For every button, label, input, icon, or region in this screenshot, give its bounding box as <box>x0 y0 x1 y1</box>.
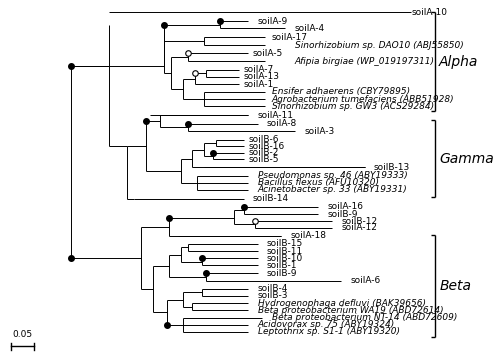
Text: soilB-15: soilB-15 <box>267 239 303 248</box>
Text: Beta proteobacterium WA19 (ABD72614): Beta proteobacterium WA19 (ABD72614) <box>258 306 443 315</box>
Text: soilA-8: soilA-8 <box>267 119 297 128</box>
Text: Bacillus flexus (AFU10320): Bacillus flexus (AFU10320) <box>258 178 378 187</box>
Text: soilA-7: soilA-7 <box>244 65 274 74</box>
Text: Agrobacterium tumefaciens (ABB51928): Agrobacterium tumefaciens (ABB51928) <box>272 94 454 104</box>
Text: Beta: Beta <box>439 279 471 293</box>
Text: soilA-1: soilA-1 <box>244 80 274 89</box>
Text: Sinorhizobium sp. DAO10 (ABJ55850): Sinorhizobium sp. DAO10 (ABJ55850) <box>295 41 464 50</box>
Text: soilA-18: soilA-18 <box>290 231 326 240</box>
Text: soilB-9: soilB-9 <box>328 210 358 219</box>
Text: Afipia birgiae (WP_019197311): Afipia birgiae (WP_019197311) <box>295 57 435 66</box>
Text: soilB-6: soilB-6 <box>248 135 278 144</box>
Text: soilA-12: soilA-12 <box>342 223 377 232</box>
Text: Gamma: Gamma <box>439 152 494 165</box>
Text: soilA-10: soilA-10 <box>411 8 447 17</box>
Text: Acidovorax sp. 75 (ABY19324): Acidovorax sp. 75 (ABY19324) <box>258 320 395 329</box>
Text: soilA-9: soilA-9 <box>258 17 288 26</box>
Text: soilA-16: soilA-16 <box>328 202 364 211</box>
Text: Leptothrix sp. S1-1 (ABY19320): Leptothrix sp. S1-1 (ABY19320) <box>258 327 400 336</box>
Text: soilB-5: soilB-5 <box>248 155 278 164</box>
Text: soilB-12: soilB-12 <box>342 217 378 226</box>
Text: soilB-10: soilB-10 <box>267 254 303 263</box>
Text: soilA-11: soilA-11 <box>258 111 294 120</box>
Text: soilB-1: soilB-1 <box>267 261 298 270</box>
Text: soilB-14: soilB-14 <box>253 194 289 203</box>
Text: soilA-13: soilA-13 <box>244 72 280 81</box>
Text: soilB-9: soilB-9 <box>267 269 298 278</box>
Text: Acinetobacter sp. 33 (ABY19331): Acinetobacter sp. 33 (ABY19331) <box>258 185 408 194</box>
Text: soilB-11: soilB-11 <box>267 247 303 256</box>
Text: Beta proteobacterium NT-14 (ABD72609): Beta proteobacterium NT-14 (ABD72609) <box>272 313 457 322</box>
Text: soilA-17: soilA-17 <box>272 33 308 42</box>
Text: soilA-4: soilA-4 <box>295 24 325 33</box>
Text: soilB-2: soilB-2 <box>248 148 278 157</box>
Text: 0.05: 0.05 <box>12 330 32 339</box>
Text: soilB-13: soilB-13 <box>374 163 410 172</box>
Text: soilB-16: soilB-16 <box>248 142 284 151</box>
Text: soilA-3: soilA-3 <box>304 127 334 136</box>
Text: soilB-3: soilB-3 <box>258 291 288 300</box>
Text: soilA-6: soilA-6 <box>350 276 381 285</box>
Text: Sinorhizobium sp. GW3 (ACS29284): Sinorhizobium sp. GW3 (ACS29284) <box>272 102 434 111</box>
Text: Pseudomonas sp. 46 (ABY19333): Pseudomonas sp. 46 (ABY19333) <box>258 171 408 180</box>
Text: Ensifer adhaerens (CBY79895): Ensifer adhaerens (CBY79895) <box>272 87 409 96</box>
Text: Alpha: Alpha <box>439 55 478 68</box>
Text: soilA-5: soilA-5 <box>253 49 283 58</box>
Text: Hydrogenophaga defluvi (BAK39656): Hydrogenophaga defluvi (BAK39656) <box>258 299 426 308</box>
Text: soilB-4: soilB-4 <box>258 284 288 293</box>
